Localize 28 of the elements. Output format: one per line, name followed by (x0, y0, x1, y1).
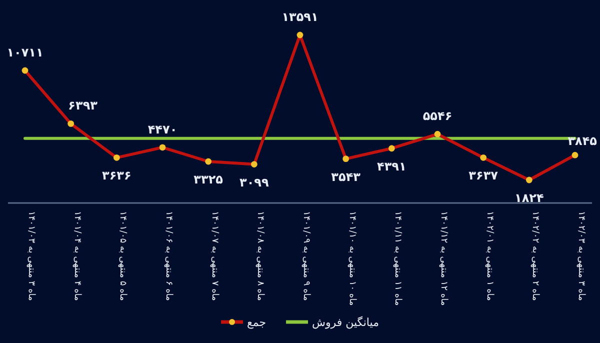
x-tick-label: ماه ۱ منتهی به ۱۴۰۲/۰۱ (484, 211, 494, 302)
x-tick-label: ماه ۵ منتهی به ۱۴۰۱/۰۵ (118, 211, 128, 302)
data-label: ۳۶۳۷ (468, 168, 499, 183)
x-tick-label: ماه ۳ منتهی به ۱۴۰۱/۰۳ (26, 211, 36, 302)
data-label: ۳۰۹۹ (240, 175, 270, 190)
data-label: ۳۶۳۶ (102, 168, 132, 183)
data-label: ۱۰۷۱۱ (6, 45, 44, 60)
x-tick-label: ماه ۳ منتهی به ۱۴۰۲/۰۳ (576, 211, 586, 302)
x-tick-label: ماه ۶ منتهی به ۱۴۰۱/۰۶ (164, 211, 174, 302)
x-tick-label: ماه ۱۰ منتهی به ۱۴۰۱/۱۰ (346, 211, 357, 306)
x-tick-label: ماه ۹ منتهی به ۱۴۰۱/۰۹ (301, 211, 311, 302)
data-label: ۳۳۲۵ (194, 172, 223, 187)
x-tick-label: ماه ۱۲ منتهی به ۱۴۰۱/۱۲ (438, 211, 448, 306)
data-label: ۳۸۴۵ (568, 134, 597, 148)
legend-label: میانگین فروش (312, 316, 380, 329)
x-tick-label: ماه ۸ منتهی به ۱۴۰۱/۰۸ (255, 211, 266, 302)
x-tick-label: ماه ۷ منتهی به ۱۴۰۱/۰۷ (209, 211, 220, 302)
data-label: ۶۳۹۳ (68, 98, 98, 113)
data-label: ۱۸۲۴ (514, 191, 544, 205)
x-tick-label: ماه ۱۱ منتهی به ۱۴۰۱/۱۱ (392, 211, 403, 306)
legend-label: جمع (247, 316, 266, 329)
data-label: ۵۵۴۶ (422, 109, 452, 124)
data-label: ۳۵۴۳ (331, 170, 362, 184)
data-label: ۱۳۵۹۱ (282, 10, 318, 24)
x-tick-label: ماه ۲ منتهی به ۱۴۰۲/۰۲ (530, 211, 540, 302)
data-label: ۴۳۹۱ (377, 159, 406, 174)
data-label: ۴۴۷۰ (148, 122, 178, 136)
x-tick-label: ماه ۴ منتهی به ۱۴۰۱/۰۴ (72, 211, 82, 302)
